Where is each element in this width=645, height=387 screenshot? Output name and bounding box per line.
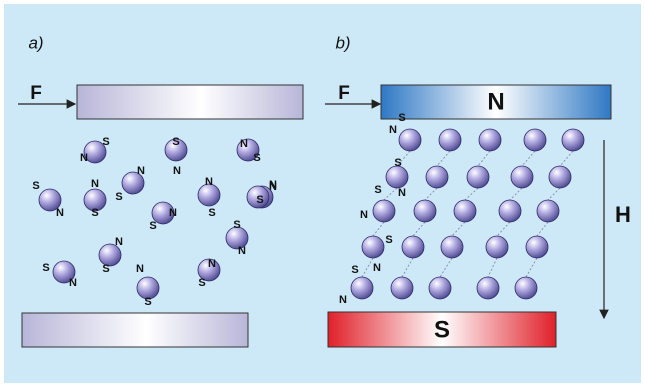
particle-pole: N bbox=[69, 277, 77, 289]
particle bbox=[362, 236, 384, 258]
particle-pole: N bbox=[115, 236, 123, 248]
force-label: F bbox=[338, 83, 350, 104]
particle bbox=[414, 200, 436, 222]
particle-pole: N bbox=[269, 179, 277, 191]
particle-pole: S bbox=[42, 262, 49, 274]
particle bbox=[537, 200, 559, 222]
particle-pole: N bbox=[56, 207, 64, 219]
particle bbox=[351, 277, 373, 299]
plate bbox=[77, 85, 303, 119]
particle bbox=[467, 166, 489, 188]
particle-pole: N bbox=[373, 262, 381, 274]
particle bbox=[391, 277, 413, 299]
particle-pole: S bbox=[256, 194, 263, 206]
particle-pole: S bbox=[394, 157, 401, 169]
particle-pole: N bbox=[205, 176, 213, 188]
particle-pole: N bbox=[360, 209, 368, 221]
panel-label: b) bbox=[335, 33, 350, 52]
particle bbox=[477, 277, 499, 299]
particle bbox=[386, 166, 408, 188]
particle-pole: S bbox=[398, 112, 405, 124]
particle bbox=[511, 166, 533, 188]
particle-pole: N bbox=[238, 245, 246, 257]
particle bbox=[426, 166, 448, 188]
particle-pole: N bbox=[398, 187, 406, 199]
particle bbox=[549, 166, 571, 188]
particle bbox=[562, 129, 584, 151]
particle-pole: N bbox=[137, 165, 145, 177]
particle bbox=[402, 236, 424, 258]
panel-label: a) bbox=[28, 33, 43, 52]
particle-pole: S bbox=[149, 220, 156, 232]
particle-pole: N bbox=[136, 263, 144, 275]
particle-pole: N bbox=[339, 294, 347, 306]
particle-pole: S bbox=[102, 263, 109, 275]
particle-pole: N bbox=[173, 165, 181, 177]
particle-pole: N bbox=[91, 178, 99, 190]
particle bbox=[429, 277, 451, 299]
particle bbox=[399, 129, 421, 151]
pole-label: N bbox=[487, 88, 504, 115]
particle-pole: N bbox=[208, 258, 216, 270]
particle-pole: S bbox=[374, 184, 381, 196]
plate bbox=[22, 313, 248, 347]
particle bbox=[499, 200, 521, 222]
particle bbox=[441, 236, 463, 258]
particle-pole: S bbox=[172, 136, 179, 148]
particle-pole: S bbox=[233, 219, 240, 231]
particle-pole: S bbox=[208, 207, 215, 219]
particle-pole: N bbox=[240, 138, 248, 150]
particle bbox=[486, 236, 508, 258]
particle-pole: S bbox=[198, 277, 205, 289]
particle bbox=[439, 129, 461, 151]
particle-pole: S bbox=[144, 296, 151, 308]
force-label: F bbox=[30, 83, 42, 104]
particle bbox=[526, 236, 548, 258]
particle-pole: N bbox=[169, 207, 177, 219]
particle-pole: N bbox=[389, 124, 397, 136]
particle-pole: S bbox=[91, 207, 98, 219]
particle bbox=[454, 200, 476, 222]
particle-pole: S bbox=[102, 136, 109, 148]
particle-pole: N bbox=[80, 152, 88, 164]
particle-pole: S bbox=[115, 191, 122, 203]
particle-pole: S bbox=[385, 234, 392, 246]
particle-pole: S bbox=[32, 180, 39, 192]
particle bbox=[515, 277, 537, 299]
diagram: a) b) F F N S H SNSNNSSNNSNSNSNSNSSNNSSN… bbox=[0, 0, 645, 387]
particle-pole: S bbox=[253, 152, 260, 164]
particle bbox=[479, 129, 501, 151]
pole-label: S bbox=[434, 316, 450, 343]
particle bbox=[373, 200, 395, 222]
particle bbox=[524, 129, 546, 151]
field-label: H bbox=[615, 202, 631, 227]
particle-pole: S bbox=[351, 264, 358, 276]
